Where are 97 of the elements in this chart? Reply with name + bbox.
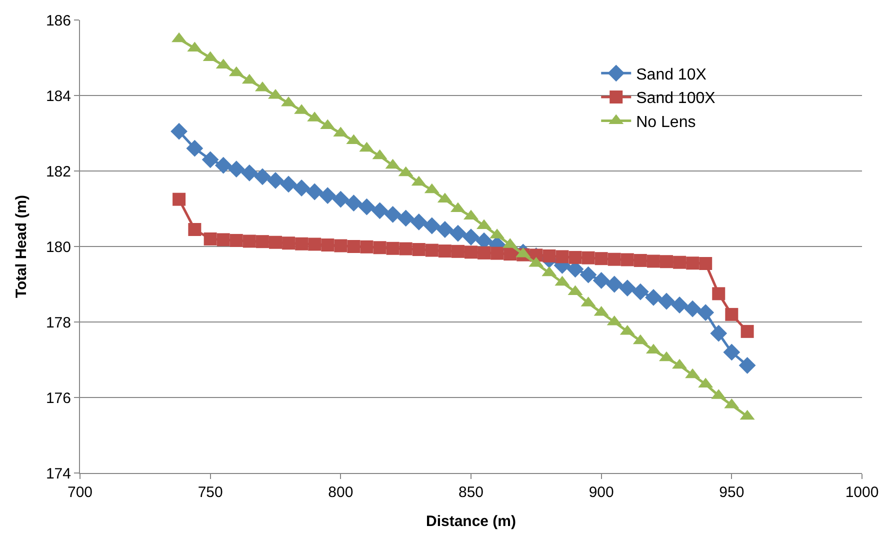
point — [267, 172, 284, 189]
point — [582, 251, 595, 264]
point — [634, 254, 647, 267]
point — [334, 239, 348, 252]
point — [360, 240, 374, 254]
point — [188, 223, 202, 236]
legend-label: Sand 100X — [636, 90, 716, 108]
point — [308, 238, 322, 251]
point — [723, 344, 740, 361]
point — [568, 250, 582, 264]
point — [269, 236, 282, 249]
point — [293, 180, 310, 196]
point — [306, 183, 324, 200]
point — [230, 234, 243, 247]
point — [645, 289, 662, 306]
point — [425, 244, 438, 257]
point — [618, 280, 636, 296]
point — [580, 266, 597, 284]
point — [347, 240, 360, 253]
y-tick-label: 182 — [46, 163, 71, 180]
y-tick-label: 176 — [46, 390, 71, 407]
x-tick-label: 950 — [719, 484, 744, 501]
point — [478, 246, 491, 260]
point — [556, 250, 569, 264]
point — [608, 252, 621, 266]
y-tick-label: 186 — [46, 12, 71, 30]
point — [384, 206, 402, 223]
point — [697, 304, 714, 322]
point — [464, 246, 478, 259]
point — [295, 237, 308, 250]
point — [738, 356, 756, 374]
point — [240, 164, 258, 182]
y-tick-label: 180 — [46, 238, 71, 256]
point — [358, 198, 376, 216]
point — [504, 248, 517, 261]
legend-label: Sand 10X — [636, 66, 707, 84]
point — [671, 296, 688, 314]
x-tick-label: 1000 — [845, 484, 879, 501]
point — [254, 168, 271, 186]
x-tick-label: 700 — [67, 484, 93, 501]
point — [371, 202, 388, 220]
point — [242, 234, 256, 248]
point — [740, 324, 754, 338]
point — [606, 276, 623, 293]
point — [319, 187, 336, 204]
point — [410, 214, 428, 230]
point — [699, 256, 712, 270]
point — [725, 308, 738, 321]
x-tick-label: 750 — [198, 484, 223, 501]
point — [673, 256, 686, 269]
y-tick-label: 174 — [46, 465, 71, 482]
point — [542, 249, 556, 262]
point — [373, 241, 386, 254]
point — [170, 122, 188, 140]
point — [216, 233, 230, 246]
point — [632, 283, 649, 300]
point — [204, 232, 217, 246]
point — [710, 324, 728, 342]
point — [228, 160, 245, 178]
x-tick-label: 900 — [588, 484, 614, 501]
point — [462, 228, 480, 246]
point — [280, 176, 297, 193]
point — [658, 292, 675, 310]
point — [399, 242, 412, 256]
point — [594, 252, 608, 266]
point — [450, 224, 466, 242]
point — [451, 244, 464, 258]
x-tick-label: 850 — [458, 484, 484, 501]
point — [214, 156, 232, 174]
point — [186, 140, 204, 157]
point — [202, 151, 219, 168]
point — [397, 210, 414, 227]
point — [256, 235, 269, 248]
point — [172, 192, 186, 206]
point — [282, 236, 296, 250]
point — [436, 221, 454, 238]
y-tick-label: 178 — [46, 314, 71, 332]
point — [620, 253, 634, 266]
point — [345, 194, 362, 212]
point — [423, 217, 440, 234]
legend-label: No Lens — [636, 114, 696, 131]
point — [686, 256, 700, 270]
y-axis-title: Total Head (m) — [13, 194, 30, 298]
point — [332, 190, 350, 208]
point — [386, 242, 400, 255]
point — [684, 300, 702, 318]
x-axis-title: Distance (m) — [426, 513, 516, 530]
point — [646, 254, 660, 268]
x-tick-label: 800 — [328, 484, 354, 501]
point — [660, 255, 673, 268]
point — [412, 243, 426, 256]
point — [712, 287, 726, 300]
y-tick-label: 184 — [46, 88, 71, 105]
point — [490, 246, 504, 260]
point — [321, 238, 334, 252]
point — [438, 244, 452, 258]
point — [592, 272, 610, 289]
